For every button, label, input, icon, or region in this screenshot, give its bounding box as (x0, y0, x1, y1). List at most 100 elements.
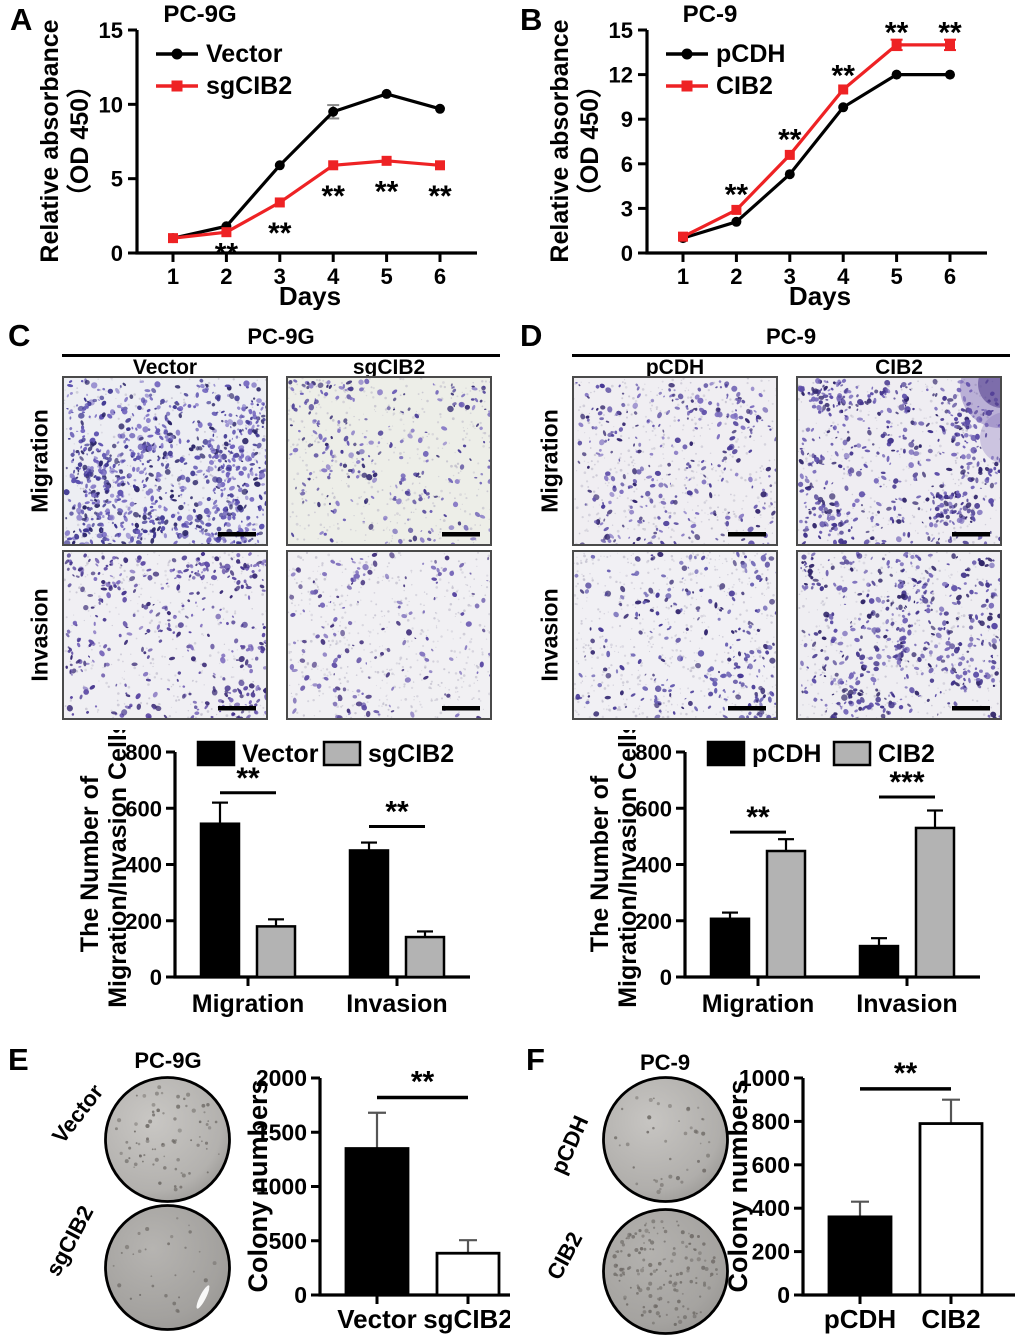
svg-text:5: 5 (890, 264, 902, 289)
significance-stars: ** (385, 796, 409, 829)
panel-f-dish-label-cib2: CIB2 (541, 1227, 588, 1284)
svg-text:Relative absorbance: Relative absorbance (36, 19, 64, 262)
panel-f-dish-cib2 (602, 1208, 729, 1335)
svg-text:（OD 450）: （OD 450） (575, 73, 604, 209)
svg-text:4: 4 (837, 264, 850, 289)
legend-label: sgCIB2 (206, 72, 292, 100)
panel-f-cellline-title: PC-9 (639, 1050, 691, 1075)
legend-label: Vector (206, 40, 283, 68)
panel-d-header-rule (572, 354, 1010, 357)
y-axis-label: Colony numbers (243, 1079, 273, 1292)
svg-text:0: 0 (150, 965, 162, 990)
bar-Vector-Migration (199, 822, 241, 979)
significance-stars: ** (268, 217, 292, 250)
panel-e-dish-sgcib2 (104, 1204, 231, 1331)
panel-d-micrograph-cib2-migration (796, 376, 1002, 546)
panel-e-cellline-title: PC-9G (134, 1048, 202, 1073)
panel-c-header-rule (62, 354, 500, 357)
svg-text:1: 1 (167, 264, 179, 289)
panel-c-micrograph-sgcib2-migration (286, 376, 492, 546)
legend-label: CIB2 (716, 72, 773, 100)
svg-text:3: 3 (621, 196, 633, 221)
scale-bar (728, 706, 766, 711)
x-axis-label: Days (789, 281, 851, 310)
panel-a-letter: A (10, 2, 33, 37)
bar-Vector-Invasion (348, 849, 390, 979)
panel-c-row-label-invasion: Invasion (26, 588, 53, 682)
panel-d: D PC-9 pCDH CIB2 Migration Invasion 0 200… (510, 312, 1020, 1042)
panel-d-micrograph-pcdh-invasion (572, 550, 778, 720)
svg-text:6: 6 (621, 152, 633, 177)
scale-bar (442, 532, 480, 537)
panel-b-letter: B (520, 2, 543, 37)
significance-stars: ** (938, 17, 962, 50)
svg-text:6: 6 (434, 264, 446, 289)
panel-f: F PC-9 pCDH CIB2 0 200 400 600 800 1000 Colony… (510, 1042, 1020, 1340)
svg-text:Relative absorbance: Relative absorbance (546, 19, 574, 262)
significance-stars: ** (885, 17, 909, 50)
svg-text:4: 4 (327, 264, 340, 289)
panel-f-letter: F (526, 1042, 545, 1077)
panel-c-cellline-title: PC-9G (247, 324, 315, 349)
y-axis-label: The Number of (76, 775, 104, 952)
panel-d-row-label-migration: Migration (536, 409, 563, 513)
svg-text:3: 3 (274, 264, 286, 289)
category-label: Migration (192, 990, 305, 1018)
chart-title: PC-9 (683, 1, 738, 28)
legend-label: CIB2 (878, 740, 935, 768)
svg-text:The Number of: The Number of (76, 775, 104, 952)
y-axis-label: Relative absorbance (546, 19, 574, 262)
bar-Vector (344, 1147, 410, 1297)
bar-label: CIB2 (921, 1304, 980, 1334)
bar-pCDH (827, 1215, 893, 1297)
panel-c-row-label-migration: Migration (26, 409, 53, 513)
dish-highlight (196, 1285, 210, 1309)
panel-c-micrograph-vector-migration (62, 376, 268, 546)
panel-c-column-label-sgcib2: sgCIB2 (352, 356, 426, 379)
svg-text:5: 5 (111, 167, 123, 192)
bar-sgCIB2 (435, 1251, 501, 1297)
legend-label: sgCIB2 (368, 740, 454, 768)
svg-text:800: 800 (125, 740, 162, 765)
svg-text:3: 3 (784, 264, 796, 289)
y-axis-label: The Number of (586, 775, 614, 952)
significance-stars: ** (894, 1057, 918, 1090)
bar-label: Vector (337, 1304, 417, 1334)
svg-text:0: 0 (111, 241, 123, 266)
scale-bar (218, 532, 256, 537)
y-axis-label: Colony numbers (723, 1079, 753, 1292)
significance-stars: ** (322, 180, 346, 213)
series-sgCIB2 (168, 155, 445, 244)
significance-stars: ** (746, 801, 770, 834)
svg-text:2: 2 (220, 264, 232, 289)
panel-c-micrograph-sgcib2-invasion (286, 550, 492, 720)
svg-text:5: 5 (380, 264, 392, 289)
svg-text:12: 12 (609, 63, 633, 88)
scale-bar (218, 706, 256, 711)
svg-text:2: 2 (730, 264, 742, 289)
significance-stars: ** (215, 237, 239, 270)
bar-CIB2 (918, 1122, 984, 1297)
svg-text:0: 0 (621, 241, 633, 266)
panel-d-column-label-cib2: CIB2 (875, 356, 923, 379)
category-label: Invasion (346, 990, 447, 1018)
scale-bar (442, 706, 480, 711)
panel-c-bar-chart: 0 200 400 600 800 The Number of Migration/Inva… (76, 730, 470, 1018)
svg-text:1: 1 (677, 264, 689, 289)
panel-c-micrograph-vector-invasion (62, 550, 268, 720)
svg-text:200: 200 (125, 909, 162, 934)
panel-e-dish-vector (104, 1076, 231, 1203)
significance-stars: ** (778, 124, 802, 157)
significance-stars: ** (236, 762, 260, 795)
x-axis-label: Days (279, 281, 341, 310)
panel-c-letter: C (8, 318, 31, 353)
scale-bar (952, 706, 990, 711)
svg-text:15: 15 (99, 18, 123, 43)
scale-bar (728, 532, 766, 537)
significance-stars: ** (428, 180, 452, 213)
legend-label: pCDH (752, 740, 821, 768)
svg-text:400: 400 (125, 853, 162, 878)
svg-text:15: 15 (609, 18, 633, 43)
